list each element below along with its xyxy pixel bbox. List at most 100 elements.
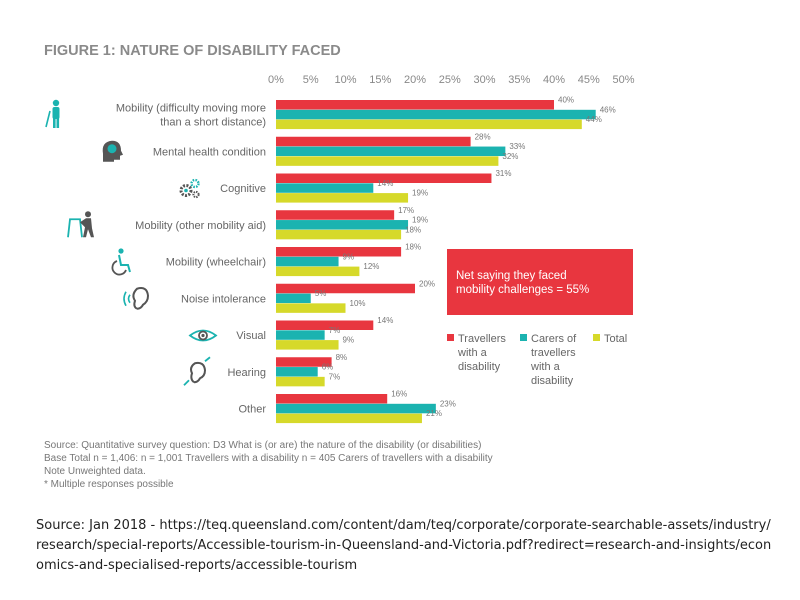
bar-value-label: 9% <box>343 336 355 345</box>
legend-swatch <box>593 334 600 341</box>
eye-icon <box>188 329 218 342</box>
bar <box>276 136 471 147</box>
bar <box>276 330 325 340</box>
bar-value-label: 21% <box>426 409 442 418</box>
bar-value-label: 19% <box>412 189 428 198</box>
bar <box>276 367 318 377</box>
bar <box>276 394 388 404</box>
bar-value-label: 40% <box>558 96 574 105</box>
bar <box>276 210 395 220</box>
bar <box>276 173 492 183</box>
x-tick-label: 45% <box>578 74 600 86</box>
bar-value-label: 16% <box>391 390 407 399</box>
bar-value-label: 5% <box>315 289 327 298</box>
chart: FIGURE 1: NATURE OF DISABILITY FACED 0% 5… <box>44 43 635 424</box>
bar-value-label: 14% <box>377 316 393 325</box>
bar-value-label: 12% <box>363 262 379 271</box>
legend: Travellers with a disability Carers of trave… <box>447 333 627 387</box>
bar <box>276 156 499 166</box>
bar-value-label: 7% <box>329 372 341 381</box>
bar <box>276 293 311 304</box>
legend-label: Carers of <box>531 333 577 345</box>
note-line-base: Base Total n = 1,406: n = 1,001 Travelle… <box>44 453 493 464</box>
callout-box: Net saying they faced mobility challenges… <box>447 249 633 315</box>
bar-value-label: 17% <box>398 206 414 215</box>
x-tick-label: 5% <box>303 74 319 86</box>
bar-value-label: 6% <box>322 363 334 372</box>
note-line-multiple: * Multiple responses possible <box>44 479 174 490</box>
category-label: Noise intolerance <box>181 293 266 305</box>
hearing-icon <box>183 356 211 386</box>
bar-value-label: 31% <box>495 169 511 178</box>
legend-label: Total <box>604 333 627 345</box>
x-tick-label: 50% <box>612 74 634 86</box>
bar-value-label: 8% <box>336 353 348 362</box>
bar <box>276 220 409 230</box>
bar-value-label: 10% <box>350 299 366 308</box>
legend-label: disability <box>531 375 574 387</box>
bar-value-label: 18% <box>405 225 421 234</box>
bar <box>276 247 402 257</box>
category-label: Mobility (wheelchair) <box>166 257 266 269</box>
person-with-cane-icon <box>45 99 60 128</box>
note-line-question: Source: Quantitative survey question: D3… <box>44 440 482 451</box>
source-citation: Source: Jan 2018 - https://teq.queenslan… <box>36 518 772 573</box>
category-label: Mobility (other mobility aid) <box>135 220 266 232</box>
category-labels: Mobility (difficulty moving more than a s… <box>116 103 267 416</box>
legend-swatch <box>447 334 454 341</box>
category-label: Mental health condition <box>153 146 266 158</box>
legend-label: with a <box>457 347 488 359</box>
legend-label: Travellers <box>458 333 506 345</box>
x-tick-labels: 0% 5% 10% 15% 20% 25% 30% 35% 40% 45% 50% <box>268 74 635 86</box>
callout-background <box>447 249 633 315</box>
legend-label: travellers <box>531 347 576 359</box>
bar-value-label: 9% <box>343 252 355 261</box>
category-label: Other <box>238 404 266 416</box>
x-tick-label: 15% <box>369 74 391 86</box>
bar <box>276 119 582 130</box>
bar-value-label: 18% <box>405 243 421 252</box>
bar <box>276 303 346 313</box>
bar <box>276 100 554 110</box>
x-tick-label: 20% <box>404 74 426 86</box>
bar-value-label: 44% <box>586 115 602 124</box>
bar-value-label: 19% <box>412 216 428 225</box>
head-brain-icon <box>102 140 123 162</box>
x-tick-label: 40% <box>543 74 565 86</box>
bar <box>276 357 332 367</box>
bar <box>276 109 596 120</box>
category-label: Cognitive <box>220 183 266 195</box>
legend-label: with a <box>530 361 561 373</box>
x-tick-label: 35% <box>508 74 530 86</box>
bar-value-label: 33% <box>509 142 525 151</box>
callout-text: Net saying they faced <box>456 270 567 282</box>
bar-value-label: 32% <box>502 152 518 161</box>
bar <box>276 229 402 240</box>
category-label: Hearing <box>227 367 266 379</box>
bar <box>276 193 409 203</box>
walker-icon <box>67 211 94 238</box>
gears-icon <box>179 178 200 199</box>
bar-value-label: 28% <box>475 132 491 141</box>
category-icons <box>45 99 218 386</box>
bar <box>276 403 436 414</box>
x-tick-label: 0% <box>268 74 284 86</box>
legend-label: disability <box>458 361 501 373</box>
chart-title: FIGURE 1: NATURE OF DISABILITY FACED <box>44 43 341 59</box>
note-line-unweighted: Note Unweighted data. <box>44 466 146 477</box>
bar <box>276 283 415 294</box>
wheelchair-icon <box>111 248 131 276</box>
ear-sound-icon <box>123 287 150 310</box>
bar <box>276 340 339 350</box>
bar <box>276 320 374 330</box>
bar-value-label: 14% <box>377 179 393 188</box>
bar-value-label: 46% <box>600 105 616 114</box>
category-label: Visual <box>236 330 266 342</box>
legend-swatch <box>520 334 527 341</box>
category-label: than a short distance) <box>160 117 266 129</box>
bar-value-label: 23% <box>440 399 456 408</box>
bar-value-label: 20% <box>419 279 435 288</box>
callout-text: mobility challenges = 55% <box>456 284 589 296</box>
category-label: Mobility (difficulty moving more <box>116 103 266 115</box>
bar-value-label: 7% <box>329 326 341 335</box>
